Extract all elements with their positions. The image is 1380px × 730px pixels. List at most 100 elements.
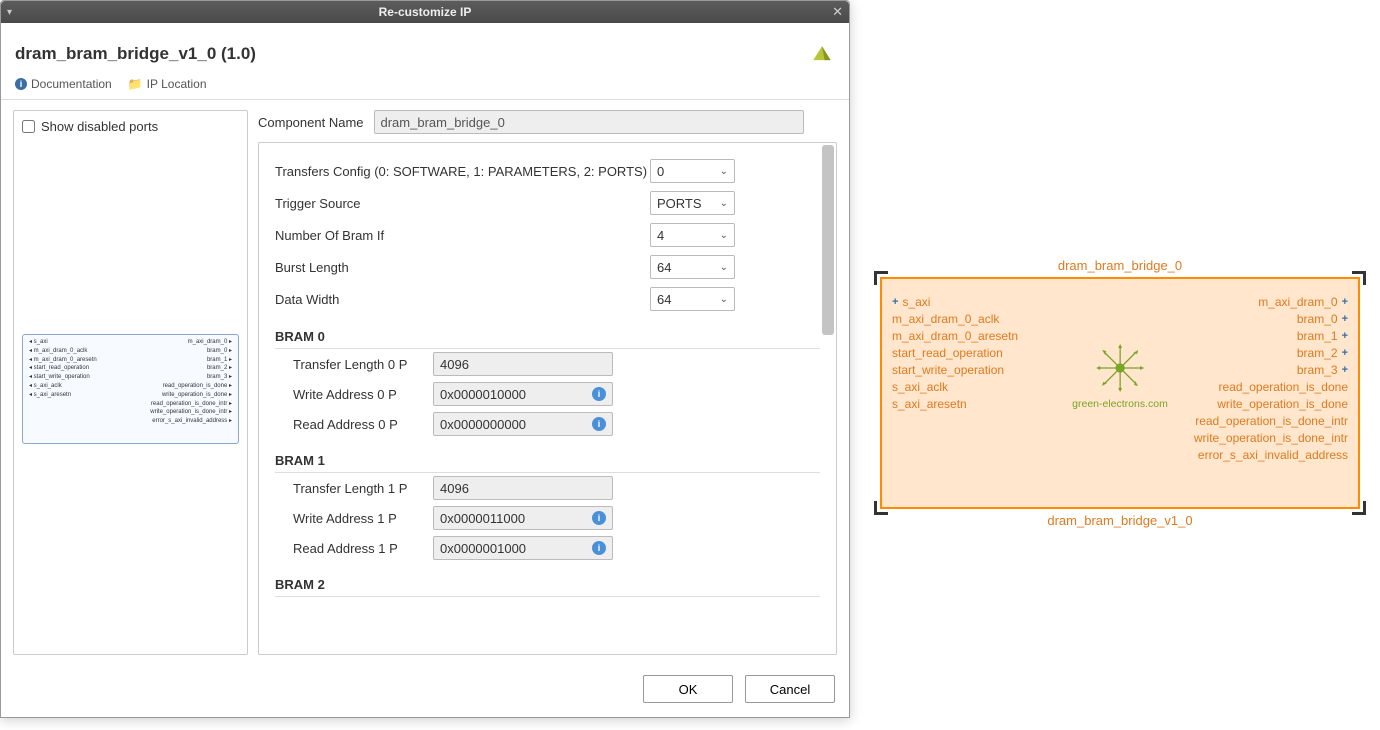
param-select-transfers_config[interactable]: 0 ⌄ — [650, 159, 735, 183]
port-right-7[interactable]: read_operation_is_done_intr — [1195, 414, 1348, 428]
port-left-6[interactable]: s_axi_aresetn — [892, 397, 1018, 411]
port-right-9[interactable]: error_s_axi_invalid_address — [1198, 448, 1348, 462]
titlebar[interactable]: ▾ Re-customize IP ✕ — [1, 1, 849, 23]
show-disabled-ports-checkbox[interactable]: Show disabled ports — [22, 119, 239, 134]
documentation-link[interactable]: i Documentation — [15, 77, 112, 91]
port-right-6[interactable]: write_operation_is_done — [1217, 397, 1348, 411]
bram-param-value: 0x0000001000 — [440, 541, 526, 556]
bram-param-field[interactable]: 4096 — [433, 476, 613, 500]
port-label: read_operation_is_done — [1219, 380, 1348, 394]
link-bar: i Documentation 📁 IP Location — [1, 77, 849, 100]
param-row-burst_length: Burst Length 64 ⌄ — [275, 251, 820, 283]
ip-vendor-logo: green-electrons.com — [1072, 340, 1168, 410]
close-icon[interactable]: ✕ — [832, 4, 843, 20]
port-right-4[interactable]: bram_3 + — [1297, 363, 1348, 377]
bram-param-field[interactable]: 0x0000001000 i — [433, 536, 613, 560]
port-right-1[interactable]: bram_0 + — [1297, 312, 1348, 326]
bram-param-field[interactable]: 0x0000011000 i — [433, 506, 613, 530]
port-label: start_read_operation — [892, 346, 1003, 360]
port-right-8[interactable]: write_operation_is_done_intr — [1194, 431, 1348, 445]
bram-param-value: 0x0000011000 — [440, 511, 525, 526]
info-icon[interactable]: i — [592, 417, 606, 431]
bram-param-field[interactable]: 0x0000010000 i — [433, 382, 613, 406]
port-label: write_operation_is_done_intr — [1194, 431, 1348, 445]
bram-heading-0: BRAM 0 — [275, 321, 820, 349]
bram-param-value: 4096 — [440, 357, 469, 372]
ip-block-diagram: dram_bram_bridge_0 + s_axi m_axi_dram_0_ac… — [880, 258, 1360, 528]
expand-bus-icon[interactable]: + — [892, 296, 898, 308]
bram-param-value: 4096 — [440, 481, 469, 496]
port-label: read_operation_is_done_intr — [1195, 414, 1348, 428]
param-select-num_bram_if[interactable]: 4 ⌄ — [650, 223, 735, 247]
info-icon: i — [15, 78, 27, 90]
chevron-down-icon: ⌄ — [720, 230, 728, 241]
port-left-3[interactable]: start_read_operation — [892, 346, 1018, 360]
port-label: bram_1 — [1297, 329, 1338, 343]
bram-param-row: Write Address 0 P 0x0000010000 i — [275, 379, 820, 409]
port-label: bram_2 — [1297, 346, 1338, 360]
bram-heading-2: BRAM 2 — [275, 569, 820, 597]
selection-corner-bl-icon — [874, 501, 888, 515]
bram-param-field[interactable]: 4096 — [433, 352, 613, 376]
bram-param-value: 0x0000010000 — [440, 387, 526, 402]
component-name-label: Component Name — [258, 115, 364, 130]
bram-param-label: Write Address 0 P — [293, 387, 433, 402]
params-scroll-area[interactable]: Transfers Config (0: SOFTWARE, 1: PARAME… — [258, 142, 837, 655]
port-left-0[interactable]: + s_axi — [892, 295, 1018, 309]
chevron-down-icon: ⌄ — [720, 262, 728, 273]
ip-block-box[interactable]: + s_axi m_axi_dram_0_aclk m_axi_dram_0_ares… — [880, 277, 1360, 509]
scrollbar-thumb[interactable] — [822, 145, 834, 335]
param-label: Number Of Bram If — [275, 228, 650, 243]
param-select-burst_length[interactable]: 64 ⌄ — [650, 255, 735, 279]
port-label: s_axi — [902, 295, 930, 309]
expand-bus-icon[interactable]: + — [1342, 296, 1348, 308]
port-label: m_axi_dram_0_aresetn — [892, 329, 1018, 343]
ip-vendor-caption: green-electrons.com — [1072, 398, 1168, 410]
info-icon[interactable]: i — [592, 541, 606, 555]
cancel-button[interactable]: Cancel — [745, 675, 835, 703]
ip-location-label: IP Location — [147, 77, 207, 91]
param-row-trigger_source: Trigger Source PORTS ⌄ — [275, 187, 820, 219]
chevron-down-icon: ⌄ — [720, 166, 728, 177]
ip-block-name-top: dram_bram_bridge_0 — [880, 258, 1360, 273]
ok-button[interactable]: OK — [643, 675, 733, 703]
port-left-4[interactable]: start_write_operation — [892, 363, 1018, 377]
selection-corner-tl-icon — [874, 271, 888, 285]
bram-param-row: Read Address 0 P 0x0000000000 i — [275, 409, 820, 439]
info-icon[interactable]: i — [592, 387, 606, 401]
port-label: m_axi_dram_0 — [1258, 295, 1337, 309]
bram-param-value: 0x0000000000 — [440, 417, 526, 432]
ip-preview-thumbnail: ◂ s_axi◂ m_axi_dram_0_aclk◂ m_axi_dram_0… — [22, 334, 239, 444]
info-icon[interactable]: i — [592, 511, 606, 525]
ports-left-group: + s_axi m_axi_dram_0_aclk m_axi_dram_0_ares… — [892, 295, 1018, 411]
port-right-3[interactable]: bram_2 + — [1297, 346, 1348, 360]
port-right-5[interactable]: read_operation_is_done — [1219, 380, 1348, 394]
port-left-2[interactable]: m_axi_dram_0_aresetn — [892, 329, 1018, 343]
selection-corner-tr-icon — [1352, 271, 1366, 285]
param-row-transfers_config: Transfers Config (0: SOFTWARE, 1: PARAME… — [275, 155, 820, 187]
expand-bus-icon[interactable]: + — [1342, 313, 1348, 325]
port-right-0[interactable]: m_axi_dram_0 + — [1258, 295, 1348, 309]
param-select-data_width[interactable]: 64 ⌄ — [650, 287, 735, 311]
param-label: Transfers Config (0: SOFTWARE, 1: PARAME… — [275, 164, 650, 179]
port-label: bram_0 — [1297, 312, 1338, 326]
param-value: PORTS — [657, 196, 702, 211]
port-right-2[interactable]: bram_1 + — [1297, 329, 1348, 343]
param-row-data_width: Data Width 64 ⌄ — [275, 283, 820, 315]
bram-heading-1: BRAM 1 — [275, 445, 820, 473]
param-row-num_bram_if: Number Of Bram If 4 ⌄ — [275, 219, 820, 251]
expand-bus-icon[interactable]: + — [1342, 347, 1348, 359]
component-name-input[interactable] — [374, 110, 804, 134]
port-label: bram_3 — [1297, 363, 1338, 377]
port-left-1[interactable]: m_axi_dram_0_aclk — [892, 312, 1018, 326]
ip-location-link[interactable]: 📁 IP Location — [128, 77, 207, 91]
show-disabled-ports-label: Show disabled ports — [41, 119, 158, 134]
expand-bus-icon[interactable]: + — [1342, 330, 1348, 342]
port-left-5[interactable]: s_axi_aclk — [892, 380, 1018, 394]
expand-bus-icon[interactable]: + — [1342, 364, 1348, 376]
show-disabled-ports-input[interactable] — [22, 120, 35, 133]
param-select-trigger_source[interactable]: PORTS ⌄ — [650, 191, 735, 215]
bram-param-field[interactable]: 0x0000000000 i — [433, 412, 613, 436]
window-menu-icon[interactable]: ▾ — [7, 7, 12, 18]
param-label: Data Width — [275, 292, 650, 307]
